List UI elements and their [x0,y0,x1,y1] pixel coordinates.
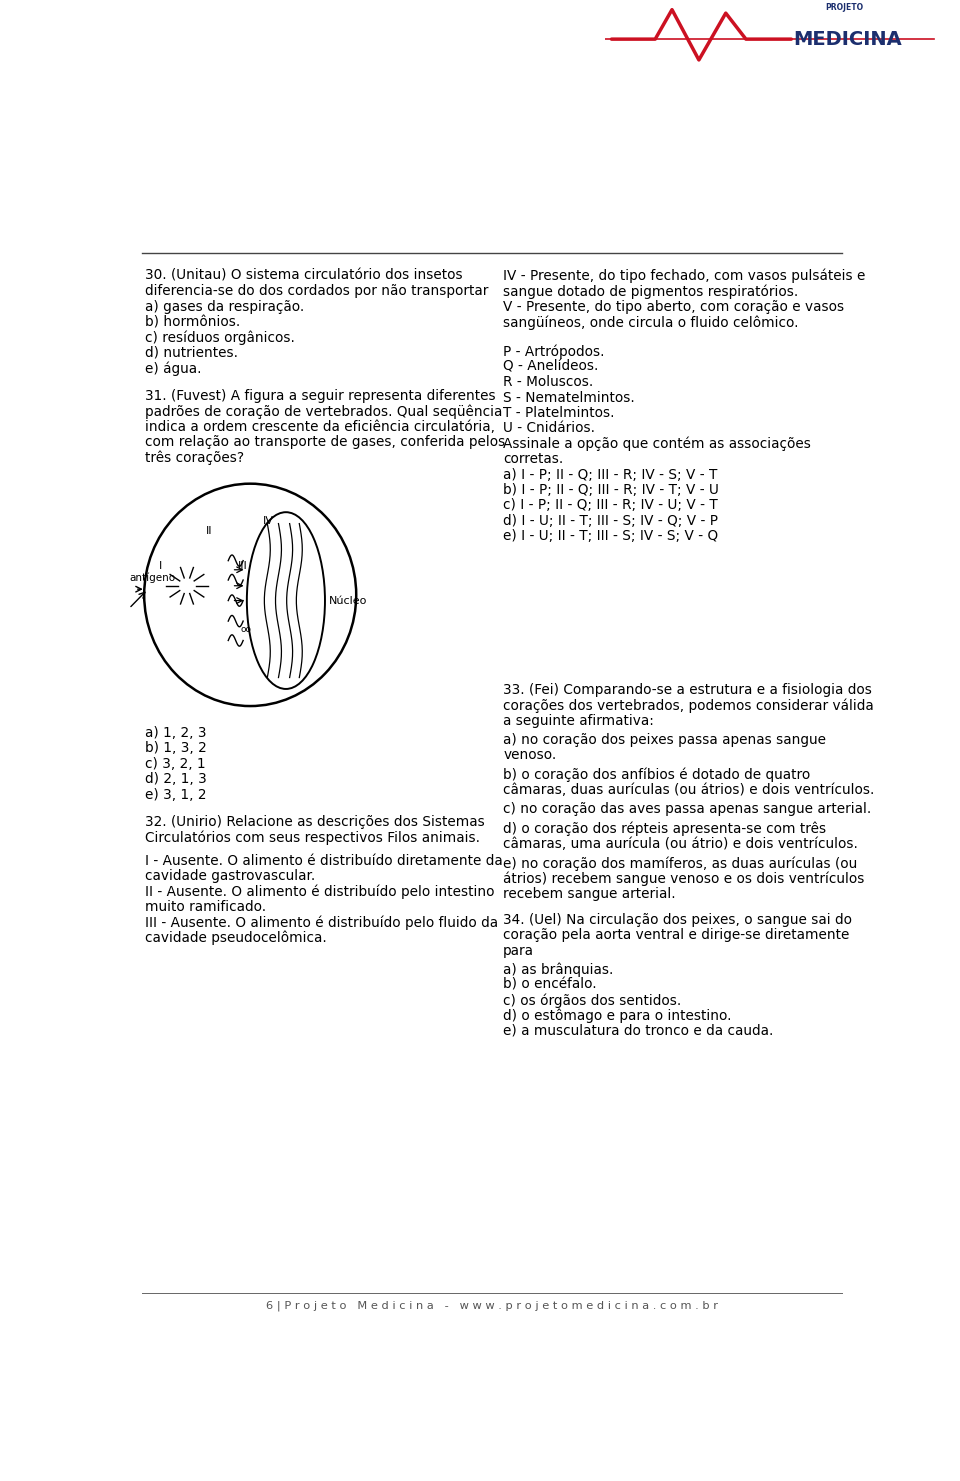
Text: b) o coração dos anfíbios é dotado de quatro: b) o coração dos anfíbios é dotado de qu… [503,767,810,782]
Text: e) no coração dos mamíferos, as duas aurículas (ou: e) no coração dos mamíferos, as duas aur… [503,856,857,871]
Text: S - Nematelmintos.: S - Nematelmintos. [503,391,635,404]
Text: diferencia-se do dos cordados por não transportar: diferencia-se do dos cordados por não tr… [145,284,488,298]
Text: PROJETO: PROJETO [825,3,863,12]
Text: 33. (Fei) Comparando-se a estrutura e a fisiologia dos: 33. (Fei) Comparando-se a estrutura e a … [503,683,872,698]
Text: muito ramificado.: muito ramificado. [145,900,266,914]
Text: III - Ausente. O alimento é distribuído pelo fluido da: III - Ausente. O alimento é distribuído … [145,915,497,930]
Text: para: para [503,943,534,958]
Text: corretas.: corretas. [503,452,564,467]
Text: d) 2, 1, 3: d) 2, 1, 3 [145,772,206,786]
Text: coração pela aorta ventral e dirige-se diretamente: coração pela aorta ventral e dirige-se d… [503,929,850,942]
Text: 34. (Uel) Na circulação dos peixes, o sangue sai do: 34. (Uel) Na circulação dos peixes, o sa… [503,914,852,927]
Text: d) I - U; II - T; III - S; IV - Q; V - P: d) I - U; II - T; III - S; IV - Q; V - P [503,514,718,527]
Text: IV - Presente, do tipo fechado, com vasos pulsáteis e: IV - Presente, do tipo fechado, com vaso… [503,270,866,283]
Text: oo: oo [241,625,252,634]
Text: II - Ausente. O alimento é distribuído pelo intestino: II - Ausente. O alimento é distribuído p… [145,884,494,899]
Text: venoso.: venoso. [503,748,557,763]
Text: c) resíduos orgânicos.: c) resíduos orgânicos. [145,330,295,345]
Text: c) os órgãos dos sentidos.: c) os órgãos dos sentidos. [503,994,682,1007]
Text: U - Cnidários.: U - Cnidários. [503,422,595,435]
Text: b) I - P; II - Q; III - R; IV - T; V - U: b) I - P; II - Q; III - R; IV - T; V - U [503,483,719,498]
Text: câmaras, uma aurícula (ou átrio) e dois ventrículos.: câmaras, uma aurícula (ou átrio) e dois … [503,837,858,852]
Text: III: III [238,561,248,572]
Text: V - Presente, do tipo aberto, com coração e vasos: V - Presente, do tipo aberto, com coraçã… [503,299,844,314]
Text: a) 1, 2, 3: a) 1, 2, 3 [145,726,206,740]
Text: Circulatórios com seus respectivos Filos animais.: Circulatórios com seus respectivos Filos… [145,831,480,846]
Text: 32. (Unirio) Relacione as descrições dos Sistemas: 32. (Unirio) Relacione as descrições dos… [145,816,484,829]
Text: e) 3, 1, 2: e) 3, 1, 2 [145,788,206,801]
Text: P - Artrópodos.: P - Artrópodos. [503,345,605,358]
Text: d) nutrientes.: d) nutrientes. [145,347,237,360]
Text: a seguinte afirmativa:: a seguinte afirmativa: [503,714,654,727]
Text: R - Moluscos.: R - Moluscos. [503,375,593,390]
Text: corações dos vertebrados, podemos considerar válida: corações dos vertebrados, podemos consid… [503,699,874,712]
Text: 6 | P r o j e t o   M e d i c i n a   -   w w w . p r o j e t o m e d i c i n a : 6 | P r o j e t o M e d i c i n a - w w … [266,1300,718,1312]
Text: recebem sangue arterial.: recebem sangue arterial. [503,887,676,900]
Text: sangüíneos, onde circula o fluido celômico.: sangüíneos, onde circula o fluido celômi… [503,315,799,330]
Text: e) água.: e) água. [145,361,201,376]
Text: a) I - P; II - Q; III - R; IV - S; V - T: a) I - P; II - Q; III - R; IV - S; V - T [503,468,717,481]
Text: MEDICINA: MEDICINA [793,30,901,49]
Text: três corações?: três corações? [145,450,244,465]
Text: c) I - P; II - Q; III - R; IV - U; V - T: c) I - P; II - Q; III - R; IV - U; V - T [503,498,718,512]
Text: 31. (Fuvest) A figura a seguir representa diferentes: 31. (Fuvest) A figura a seguir represent… [145,390,495,403]
Text: e) I - U; II - T; III - S; IV - S; V - Q: e) I - U; II - T; III - S; IV - S; V - Q [503,529,718,544]
Text: II: II [206,526,212,536]
Text: câmaras, duas aurículas (ou átrios) e dois ventrículos.: câmaras, duas aurículas (ou átrios) e do… [503,783,875,797]
Text: Q - Anelídeos.: Q - Anelídeos. [503,360,598,373]
Text: a) gases da respiração.: a) gases da respiração. [145,299,303,314]
Text: d) o coração dos répteis apresenta-se com três: d) o coração dos répteis apresenta-se co… [503,822,827,835]
Text: com relação ao transporte de gases, conferida pelos: com relação ao transporte de gases, conf… [145,435,505,449]
Text: antígeno: antígeno [129,573,175,584]
Text: I - Ausente. O alimento é distribuído diretamente da: I - Ausente. O alimento é distribuído di… [145,853,502,868]
Text: b) hormônios.: b) hormônios. [145,315,240,329]
Text: b) 1, 3, 2: b) 1, 3, 2 [145,742,206,755]
Text: cavidade pseudocelômica.: cavidade pseudocelômica. [145,930,326,945]
Text: indica a ordem crescente da eficiência circulatória,: indica a ordem crescente da eficiência c… [145,419,494,434]
Text: I: I [159,561,162,572]
Text: padrões de coração de vertebrados. Qual seqüência: padrões de coração de vertebrados. Qual … [145,404,502,419]
Text: d) o estômago e para o intestino.: d) o estômago e para o intestino. [503,1009,732,1023]
Text: Assinale a opção que contém as associações: Assinale a opção que contém as associaçõ… [503,437,811,452]
Text: T - Platelmintos.: T - Platelmintos. [503,406,614,421]
Text: IV: IV [263,515,275,526]
Text: e) a musculatura do tronco e da cauda.: e) a musculatura do tronco e da cauda. [503,1023,774,1038]
Text: b) o encéfalo.: b) o encéfalo. [503,977,597,992]
Text: cavidade gastrovascular.: cavidade gastrovascular. [145,869,315,883]
Text: sangue dotado de pigmentos respiratórios.: sangue dotado de pigmentos respiratórios… [503,284,799,299]
Text: a) as brânquias.: a) as brânquias. [503,963,613,977]
Text: c) no coração das aves passa apenas sangue arterial.: c) no coração das aves passa apenas sang… [503,803,872,816]
Text: átrios) recebem sangue venoso e os dois ventrículos: átrios) recebem sangue venoso e os dois … [503,871,865,886]
Text: c) 3, 2, 1: c) 3, 2, 1 [145,757,205,770]
Text: Núcleo: Núcleo [328,595,367,606]
Text: 30. (Unitau) O sistema circulatório dos insetos: 30. (Unitau) O sistema circulatório dos … [145,270,462,283]
Text: a) no coração dos peixes passa apenas sangue: a) no coração dos peixes passa apenas sa… [503,733,827,746]
